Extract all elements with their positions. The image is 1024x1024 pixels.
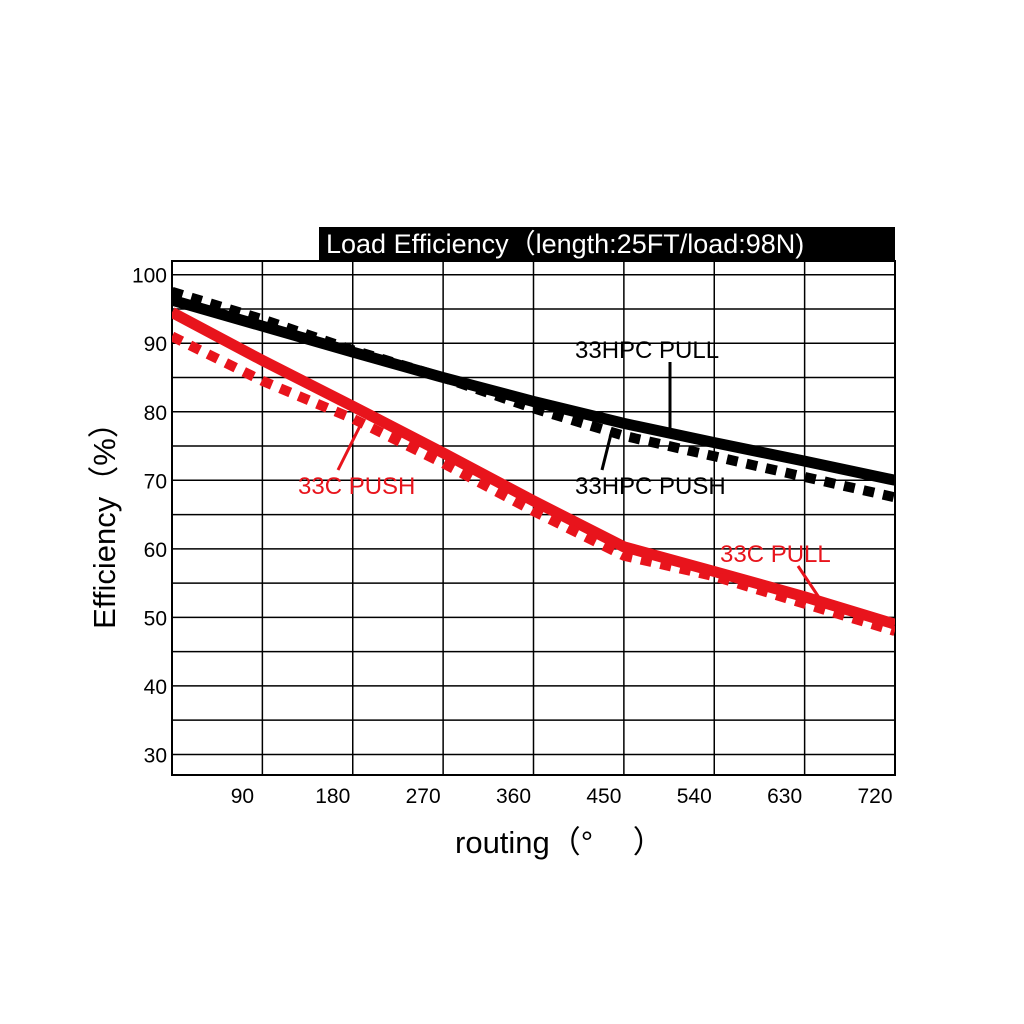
chart-title-background [319,227,895,260]
grid [171,260,896,776]
series-line-33hpc-push [172,287,895,503]
chart-title: Load Efficiency（length:25FT/load:98N) [326,229,804,259]
annotation-33hpc-pull: 33HPC PULL [575,337,719,364]
x-tick-label: 630 [767,785,802,808]
y-tick-label: 40 [144,676,167,699]
x-tick-label: 450 [586,785,621,808]
series-line-33c-push [172,307,895,630]
y-tick-label: 60 [144,539,167,562]
x-tick-labels: 90 180 270 360 450 540 630 720 [231,785,893,808]
x-tick-label: 90 [231,785,254,808]
x-tick-label: 360 [496,785,531,808]
series-lines [172,287,895,636]
y-tick-label: 100 [132,265,167,288]
y-tick-label: 70 [144,470,167,493]
annotation-leader-33c-pull [796,565,824,603]
annotation-33c-pull: 33C PULL [720,541,831,568]
annotation-leader-33c-push [336,421,364,471]
y-tick-label: 30 [144,744,167,767]
x-tick-label: 540 [677,785,712,808]
y-tick-label: 90 [144,333,167,356]
y-axis-label: Efficiency（%） [87,407,122,629]
y-tick-label: 50 [144,607,167,630]
annotation-labels: 33HPC PULL 33HPC PUSH 33C PUSH 33C PULL [298,337,831,568]
x-tick-label: 270 [406,785,441,808]
annotation-33c-push: 33C PUSH [298,473,415,500]
x-tick-label: 720 [857,785,892,808]
series-line-33c-pull [172,331,895,636]
x-tick-label: 180 [315,785,350,808]
x-axis-label: routing（° ） [455,825,664,860]
annotation-leader-33hpc-push [600,429,614,471]
y-tick-labels: 100 90 80 70 60 50 40 30 [132,265,167,768]
annotation-leaders [336,362,824,603]
annotation-33hpc-push: 33HPC PUSH [575,473,726,500]
y-tick-label: 80 [144,402,167,425]
